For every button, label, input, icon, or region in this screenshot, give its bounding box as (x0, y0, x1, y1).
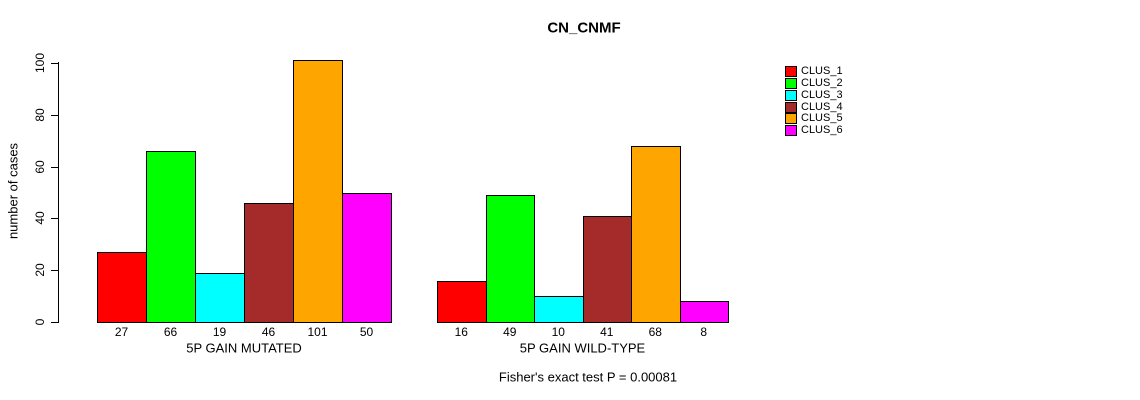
y-axis-tick (51, 218, 58, 220)
legend-swatch-clus-3 (785, 89, 797, 101)
y-axis-tick-label: 80 (33, 108, 47, 122)
bar-value-label: 8 (700, 325, 708, 339)
bar-5p-gain-wild-type-clus-2 (485, 195, 535, 323)
legend-label-clus-6: CLUS_6 (801, 124, 843, 137)
legend-label-clus-2: CLUS_2 (801, 76, 843, 89)
y-axis-tick-label: 40 (33, 211, 47, 226)
y-axis-tick-label: 100 (33, 52, 47, 74)
bar-value-label: 46 (261, 325, 276, 339)
group-label-5p-gain-mutated: 5P GAIN MUTATED (186, 340, 302, 356)
y-axis-label: number of cases (5, 142, 21, 240)
fisher-test-note: Fisher's exact test P = 0.00081 (498, 369, 678, 385)
legend-swatch-clus-4 (785, 101, 797, 113)
bar-5p-gain-mutated-clus-4 (244, 202, 294, 323)
y-axis-tick-label: 60 (33, 159, 47, 174)
legend-label-clus-3: CLUS_3 (801, 88, 843, 101)
y-axis-tick (51, 166, 58, 168)
bar-value-label: 68 (648, 325, 662, 339)
bar-5p-gain-mutated-clus-3 (195, 272, 245, 323)
y-axis-tick (51, 63, 58, 64)
bar-value-label: 50 (359, 325, 374, 339)
bar-value-label: 66 (163, 325, 178, 339)
y-axis-line (58, 62, 59, 323)
legend-swatch-clus-1 (785, 66, 797, 77)
bar-value-label: 10 (551, 325, 565, 339)
bar-5p-gain-mutated-clus-5 (293, 60, 343, 323)
legend-swatch-clus-2 (785, 77, 797, 89)
legend-swatch-clus-6 (785, 125, 797, 137)
bar-value-label: 49 (503, 325, 517, 339)
y-axis-tick (51, 270, 58, 272)
bar-5p-gain-wild-type-clus-1 (437, 280, 487, 323)
bar-5p-gain-wild-type-clus-6 (679, 301, 729, 323)
group-label-5p-gain-wild-type: 5P GAIN WILD-TYPE (519, 340, 646, 356)
bar-5p-gain-wild-type-clus-4 (582, 215, 632, 323)
chart-title: CN_CNMF (547, 19, 621, 37)
bar-5p-gain-mutated-clus-1 (97, 252, 147, 323)
bar-value-label: 19 (212, 325, 227, 339)
bar-5p-gain-wild-type-clus-3 (534, 296, 584, 323)
y-axis-tick-label: 20 (33, 263, 47, 277)
legend-label-clus-4: CLUS_4 (801, 100, 843, 113)
bar-value-label: 16 (454, 325, 468, 339)
bar-5p-gain-mutated-clus-2 (146, 151, 196, 323)
bar-value-label: 41 (600, 325, 614, 339)
legend-swatch-clus-5 (785, 113, 797, 125)
y-axis-tick-label: 0 (33, 318, 47, 326)
bar-5p-gain-mutated-clus-6 (342, 192, 392, 323)
y-axis-tick (51, 322, 58, 323)
legend-label-clus-5: CLUS_5 (801, 112, 843, 125)
bar-5p-gain-wild-type-clus-5 (631, 145, 681, 323)
bar-value-label: 27 (114, 325, 129, 339)
legend-label-clus-1: CLUS_1 (801, 65, 843, 77)
y-axis-tick (51, 114, 58, 116)
bar-value-label: 101 (307, 325, 328, 339)
